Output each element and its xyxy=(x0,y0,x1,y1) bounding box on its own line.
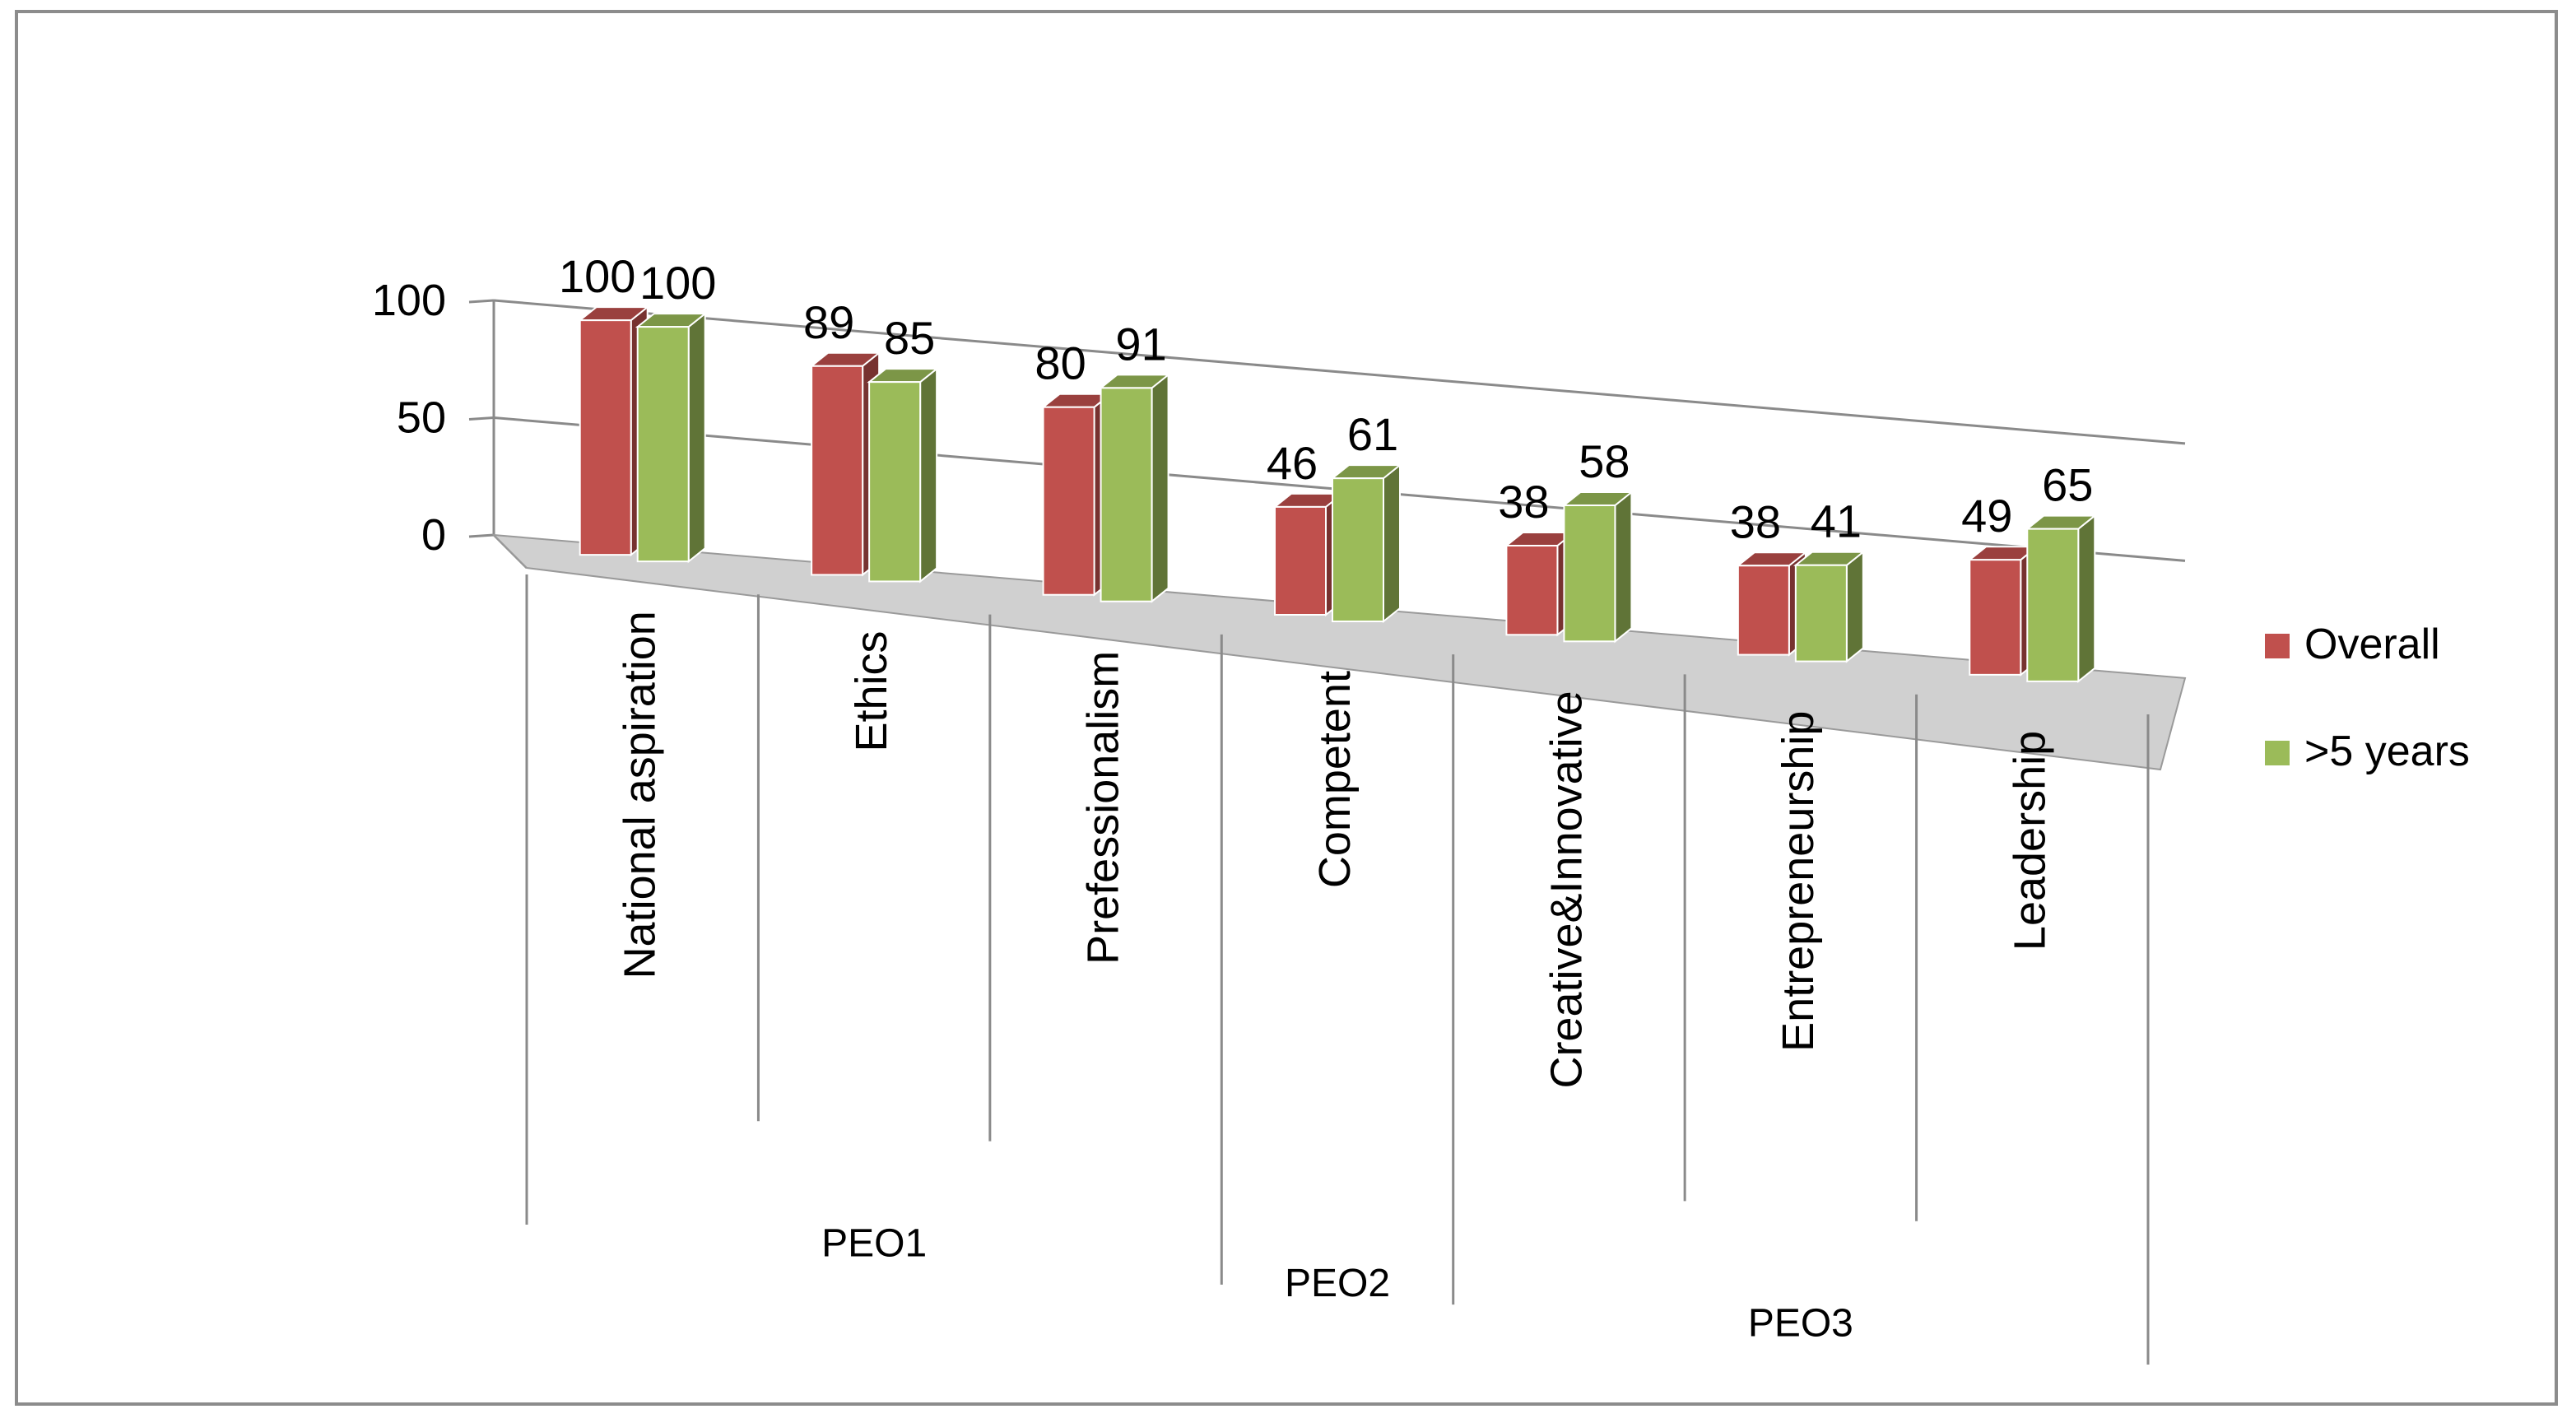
bar xyxy=(1505,544,1559,636)
y-tick-label: 50 xyxy=(397,393,446,443)
category-label: Creative&Innovative xyxy=(1541,691,1591,1088)
legend xyxy=(2265,634,2290,765)
y-tick-label: 100 xyxy=(372,276,446,325)
group-label: PEO2 xyxy=(1285,1262,1390,1305)
bar xyxy=(579,319,632,556)
category-label: Entrepreneurship xyxy=(1774,711,1823,1052)
data-label: 89 xyxy=(803,296,854,348)
data-label: 91 xyxy=(1115,318,1166,370)
bar xyxy=(1737,565,1790,656)
bar-side xyxy=(687,312,706,564)
legend-label: >5 years xyxy=(2304,728,2470,775)
category-label: National aspiration xyxy=(616,611,665,979)
y-tick-mark xyxy=(468,533,495,538)
bar xyxy=(1969,559,2022,676)
y-tick-label: 0 xyxy=(421,510,446,560)
data-label: 38 xyxy=(1498,476,1549,528)
bar xyxy=(1100,387,1153,602)
data-label: 49 xyxy=(1961,490,2012,542)
category-label: Prefessionalism xyxy=(1079,651,1128,965)
data-label: 61 xyxy=(1347,408,1398,460)
legend-label: Overall xyxy=(2304,621,2440,668)
bar xyxy=(1332,477,1384,623)
group-label: PEO3 xyxy=(1748,1302,1853,1346)
bar xyxy=(1794,564,1848,663)
bar-side xyxy=(1151,373,1169,603)
gridline xyxy=(493,299,2186,445)
data-label: 65 xyxy=(2042,459,2093,511)
bar xyxy=(2026,528,2080,682)
legend-swatch xyxy=(2265,741,2290,765)
data-label: 58 xyxy=(1579,435,1630,487)
data-label: 100 xyxy=(639,257,716,309)
data-label: 85 xyxy=(884,312,935,364)
data-label: 41 xyxy=(1811,495,1862,547)
bar xyxy=(1042,406,1095,596)
bar-side xyxy=(1383,463,1401,624)
bar xyxy=(811,365,864,576)
category-label: Ethics xyxy=(847,630,896,751)
category-label: Leadership xyxy=(2005,731,2054,951)
bar-side xyxy=(919,367,938,584)
bar xyxy=(636,326,690,563)
bar-side xyxy=(2077,514,2096,683)
bar xyxy=(868,381,922,583)
bar xyxy=(1274,505,1327,616)
category-label: Competent xyxy=(1310,671,1360,888)
legend-swatch xyxy=(2265,634,2290,658)
y-tick-mark xyxy=(468,416,495,421)
y-tick-mark xyxy=(468,299,495,304)
bar xyxy=(1563,504,1616,643)
bar-side xyxy=(1845,550,1864,663)
bar-side xyxy=(1614,490,1633,644)
bars xyxy=(577,305,2098,683)
data-label: 46 xyxy=(1267,437,1318,489)
data-label: 80 xyxy=(1035,337,1086,389)
group-label: PEO1 xyxy=(821,1221,927,1265)
data-label: 38 xyxy=(1730,495,1781,547)
data-label: 100 xyxy=(559,250,635,302)
